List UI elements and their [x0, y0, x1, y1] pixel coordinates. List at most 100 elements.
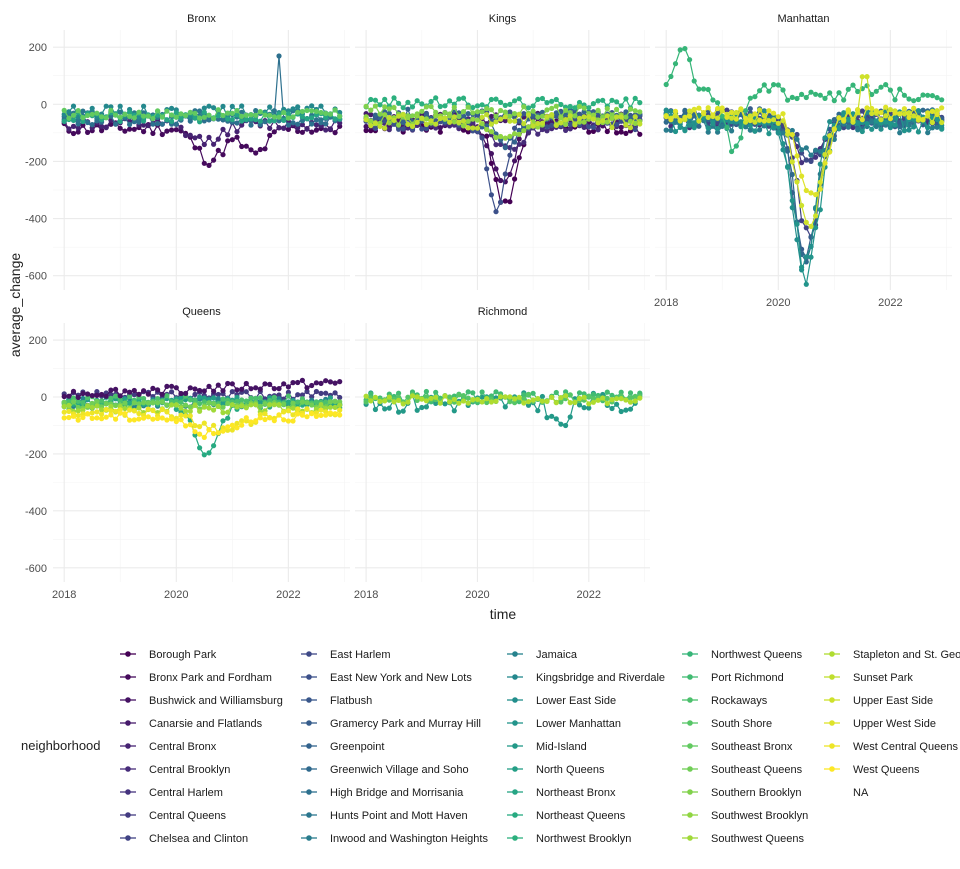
- data-point: [780, 130, 786, 136]
- data-point: [337, 402, 343, 408]
- data-point: [939, 97, 945, 103]
- data-point: [197, 400, 203, 407]
- data-point: [178, 399, 184, 405]
- data-point: [887, 116, 894, 122]
- data-point: [507, 199, 513, 205]
- data-point: [220, 418, 226, 424]
- data-point: [845, 86, 851, 92]
- data-point: [127, 407, 133, 413]
- data-point: [206, 112, 212, 118]
- data-point: [817, 207, 823, 213]
- data-point: [150, 121, 156, 127]
- data-point: [183, 408, 189, 414]
- data-point: [729, 109, 735, 115]
- data-point: [285, 115, 291, 121]
- data-point: [309, 108, 315, 114]
- data-point: [85, 112, 91, 119]
- data-point: [201, 404, 207, 410]
- data-point: [493, 96, 499, 102]
- data-point: [920, 92, 926, 98]
- data-point: [627, 406, 634, 412]
- data-point: [864, 105, 870, 111]
- data-point: [285, 111, 291, 117]
- data-point: [437, 400, 443, 406]
- data-point: [567, 414, 573, 420]
- data-point: [451, 104, 457, 110]
- data-point: [141, 400, 147, 406]
- data-point: [627, 399, 634, 405]
- series-northwest-queens: [663, 46, 945, 155]
- data-point: [887, 87, 894, 93]
- legend-item: Bronx Park and Fordham: [120, 672, 272, 684]
- data-point: [225, 380, 231, 387]
- facet-panel-bronx: Bronx 200 0 -200 -400 -600: [25, 13, 350, 290]
- data-point: [442, 393, 448, 399]
- data-point: [229, 389, 235, 395]
- data-point: [771, 117, 777, 123]
- data-point: [66, 408, 72, 414]
- data-point: [313, 388, 319, 395]
- legend-label: Upper East Side: [853, 695, 933, 707]
- data-point: [211, 395, 217, 401]
- data-point: [451, 114, 457, 120]
- data-point: [183, 132, 189, 139]
- legend-item: Gramercy Park and Murray Hill: [301, 718, 481, 730]
- y-tick-label: -400: [25, 506, 47, 518]
- data-point: [502, 102, 508, 108]
- data-point: [363, 103, 369, 109]
- data-point: [901, 92, 908, 98]
- data-point: [211, 407, 217, 413]
- data-point: [178, 124, 184, 130]
- data-point: [299, 122, 305, 128]
- data-point: [239, 113, 245, 119]
- data-point: [368, 398, 374, 404]
- legend-item: Northeast Queens: [507, 810, 626, 822]
- data-point: [920, 107, 926, 113]
- data-point: [276, 53, 282, 59]
- data-point: [80, 115, 86, 121]
- data-point: [382, 398, 388, 404]
- data-point: [460, 398, 467, 404]
- data-point: [368, 112, 374, 118]
- data-point: [447, 98, 453, 104]
- data-point: [428, 395, 434, 401]
- data-point: [229, 103, 235, 109]
- data-point: [368, 391, 374, 397]
- data-point: [211, 115, 217, 122]
- data-point: [691, 107, 697, 113]
- data-point: [817, 186, 823, 192]
- data-point: [549, 413, 555, 419]
- data-point: [400, 119, 406, 125]
- data-point: [934, 95, 940, 101]
- data-point: [493, 113, 499, 119]
- data-point: [484, 396, 490, 402]
- data-point: [563, 107, 569, 113]
- data-point: [511, 98, 518, 104]
- data-point: [337, 407, 343, 413]
- data-point: [239, 109, 245, 115]
- data-point: [939, 105, 945, 111]
- data-point: [75, 394, 81, 400]
- series-line: [665, 75, 943, 228]
- data-point: [253, 150, 259, 156]
- data-point: [859, 74, 865, 80]
- data-point: [215, 403, 221, 409]
- legend-label: Central Queens: [149, 810, 227, 822]
- data-point: [197, 115, 203, 121]
- data-point: [672, 119, 679, 125]
- data-point: [691, 78, 697, 84]
- data-point: [484, 106, 490, 112]
- data-point: [544, 114, 550, 120]
- data-point: [396, 113, 402, 119]
- data-point: [637, 131, 643, 137]
- data-point: [94, 392, 100, 398]
- series-line: [665, 47, 942, 153]
- data-point: [465, 104, 471, 110]
- legend-key-point: [512, 697, 518, 703]
- data-point: [929, 119, 936, 126]
- data-point: [433, 113, 439, 119]
- data-point: [428, 98, 434, 105]
- data-point: [451, 408, 457, 414]
- data-point: [687, 108, 693, 114]
- data-point: [595, 107, 601, 113]
